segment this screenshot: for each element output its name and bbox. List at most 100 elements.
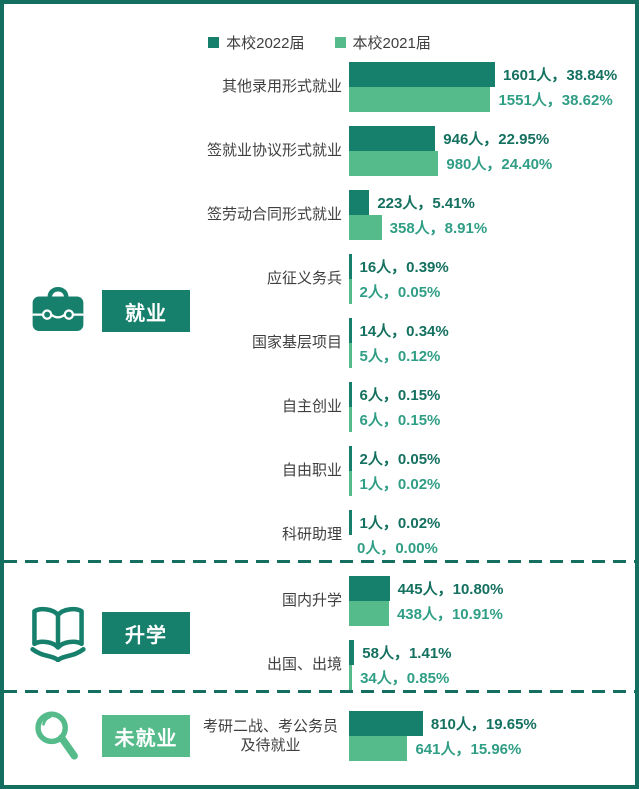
category-label: 自由职业 (281, 462, 342, 480)
value-label-2021: 980人，24.40% (446, 156, 553, 173)
category-row: 科研助理 1人，0.02% 0人，0.00% (199, 510, 635, 560)
category-row: 签劳动合同形式就业 223人，5.41% 358人，8.91% (199, 190, 635, 240)
bar-2021 (349, 343, 352, 368)
category-label: 国内升学 (281, 592, 342, 610)
bar-2022 (349, 126, 436, 151)
bar-line-2022: 6人，0.15% (349, 382, 440, 407)
bar-line-2021: 1551人，38.62% (349, 87, 617, 112)
bar-2022 (349, 318, 352, 343)
chart-sections: 就业 其他录用形式就业 1601人，38.84% 1551人，38.62% 签就业协议形… (4, 58, 635, 766)
bar-line-2021: 1人，0.02% (349, 471, 440, 496)
value-label-2022: 810人，19.65% (430, 716, 537, 733)
bar-line-2022: 2人，0.05% (349, 446, 440, 471)
category-row: 自由职业 2人，0.05% 1人，0.02% (199, 446, 635, 496)
value-label-2021: 2人，0.05% (359, 284, 441, 301)
bar-line-2021: 6人，0.15% (349, 407, 440, 432)
section-divider (4, 690, 635, 693)
category-row: 考研二战、考公务员 及待就业 810人，19.65% 641人，15.96% (199, 711, 635, 761)
bar-2022 (349, 510, 352, 535)
badge-further-study: 升学 (102, 612, 190, 654)
value-label-2022: 58人，1.41% (362, 645, 452, 662)
category-bars: 946人，22.95% 980人，24.40% (349, 126, 552, 176)
bar-line-2022: 1601人，38.84% (349, 62, 617, 87)
bar-2021 (349, 736, 408, 761)
value-label-2022: 16人，0.39% (359, 259, 449, 276)
section-rows-employment: 其他录用形式就业 1601人，38.84% 1551人，38.62% 签就业协议形式就… (199, 62, 635, 560)
category-label: 出国、出境 (266, 656, 342, 674)
value-label-2021: 34人，0.85% (360, 670, 450, 687)
bar-2021 (349, 215, 382, 240)
bar-2021 (349, 151, 439, 176)
bar-line-2021: 438人，10.91% (349, 601, 503, 626)
section-header-further-study: 升学 (4, 603, 199, 663)
category-bars: 1601人，38.84% 1551人，38.62% (349, 62, 617, 112)
bar-line-2021: 980人，24.40% (349, 151, 552, 176)
bar-2022 (349, 576, 390, 601)
value-label-2022: 223人，5.41% (377, 195, 475, 212)
value-label-2022: 1人，0.02% (359, 515, 441, 532)
magnifier-icon (28, 706, 88, 766)
section-header-not-employed: 未就业 (4, 706, 199, 766)
value-label-2022: 1601人，38.84% (503, 67, 618, 84)
value-label-2021: 5人，0.12% (359, 348, 441, 365)
legend: 本校2022届 本校2021届 (4, 4, 635, 58)
badge-not-employed: 未就业 (102, 715, 190, 757)
bar-line-2022: 16人，0.39% (349, 254, 449, 279)
category-row: 自主创业 6人，0.15% 6人，0.15% (199, 382, 635, 432)
bar-line-2021: 641人，15.96% (349, 736, 537, 761)
bar-2021 (349, 279, 352, 304)
legend-label-2022: 本校2022届 (226, 34, 305, 52)
bar-line-2022: 810人，19.65% (349, 711, 537, 736)
bar-2022 (349, 382, 352, 407)
category-bars: 223人，5.41% 358人，8.91% (349, 190, 487, 240)
category-label: 考研二战、考公务员 及待就业 (202, 717, 338, 755)
bar-2021 (349, 87, 491, 112)
value-label-2022: 445人，10.80% (397, 581, 504, 598)
category-row: 应征义务兵 16人，0.39% 2人，0.05% (199, 254, 635, 304)
bar-line-2022: 58人，1.41% (349, 640, 452, 665)
value-label-2021: 438人，10.91% (396, 606, 503, 623)
bar-2022 (349, 711, 423, 736)
value-label-2022: 6人，0.15% (359, 387, 441, 404)
value-label-2021: 1551人，38.62% (498, 92, 613, 109)
open-book-icon (28, 603, 88, 663)
legend-label-2021: 本校2021届 (352, 34, 431, 52)
legend-item-2022: 本校2022届 (208, 32, 305, 53)
bar-line-2022: 14人，0.34% (349, 318, 449, 343)
category-bars: 58人，1.41% 34人，0.85% (349, 640, 452, 690)
bar-2022 (349, 254, 352, 279)
bar-2021 (349, 601, 389, 626)
bar-line-2021: 0人，0.00% (349, 535, 440, 560)
category-bars: 2人，0.05% 1人，0.02% (349, 446, 440, 496)
category-label: 国家基层项目 (251, 334, 342, 352)
category-label: 应征义务兵 (266, 270, 342, 288)
category-label: 科研助理 (281, 526, 342, 544)
legend-swatch-2021 (334, 36, 346, 48)
category-bars: 445人，10.80% 438人，10.91% (349, 576, 503, 626)
value-label-2022: 2人，0.05% (359, 451, 441, 468)
category-bars: 6人，0.15% 6人，0.15% (349, 382, 440, 432)
category-bars: 16人，0.39% 2人，0.05% (349, 254, 449, 304)
bar-2021 (349, 471, 352, 496)
value-label-2021: 641人，15.96% (415, 741, 522, 758)
section-not-employed: 未就业 考研二战、考公务员 及待就业 810人，19.65% 641人，15.96% (4, 693, 635, 766)
value-label-2021: 6人，0.15% (359, 412, 441, 429)
bar-2022 (349, 446, 352, 471)
bar-2022 (349, 640, 355, 665)
bar-line-2021: 358人，8.91% (349, 215, 487, 240)
section-further-study: 升学 国内升学 445人，10.80% 438人，10.91% 出国、出境 58人，1.4… (4, 563, 635, 690)
bar-line-2021: 2人，0.05% (349, 279, 449, 304)
section-header-employment: 就业 (4, 281, 199, 341)
category-label: 签就业协议形式就业 (206, 142, 342, 160)
category-row: 出国、出境 58人，1.41% 34人，0.85% (199, 640, 635, 690)
section-rows-further-study: 国内升学 445人，10.80% 438人，10.91% 出国、出境 58人，1.41%… (199, 576, 635, 690)
section-rows-not-employed: 考研二战、考公务员 及待就业 810人，19.65% 641人，15.96% (199, 711, 635, 761)
category-row: 签就业协议形式就业 946人，22.95% 980人，24.40% (199, 126, 635, 176)
section-employment: 就业 其他录用形式就业 1601人，38.84% 1551人，38.62% 签就业协议形… (4, 58, 635, 560)
bar-2022 (349, 190, 370, 215)
category-row: 国内升学 445人，10.80% 438人，10.91% (199, 576, 635, 626)
bar-line-2021: 5人，0.12% (349, 343, 449, 368)
value-label-2022: 946人，22.95% (443, 131, 550, 148)
value-label-2021: 358人，8.91% (389, 220, 488, 237)
